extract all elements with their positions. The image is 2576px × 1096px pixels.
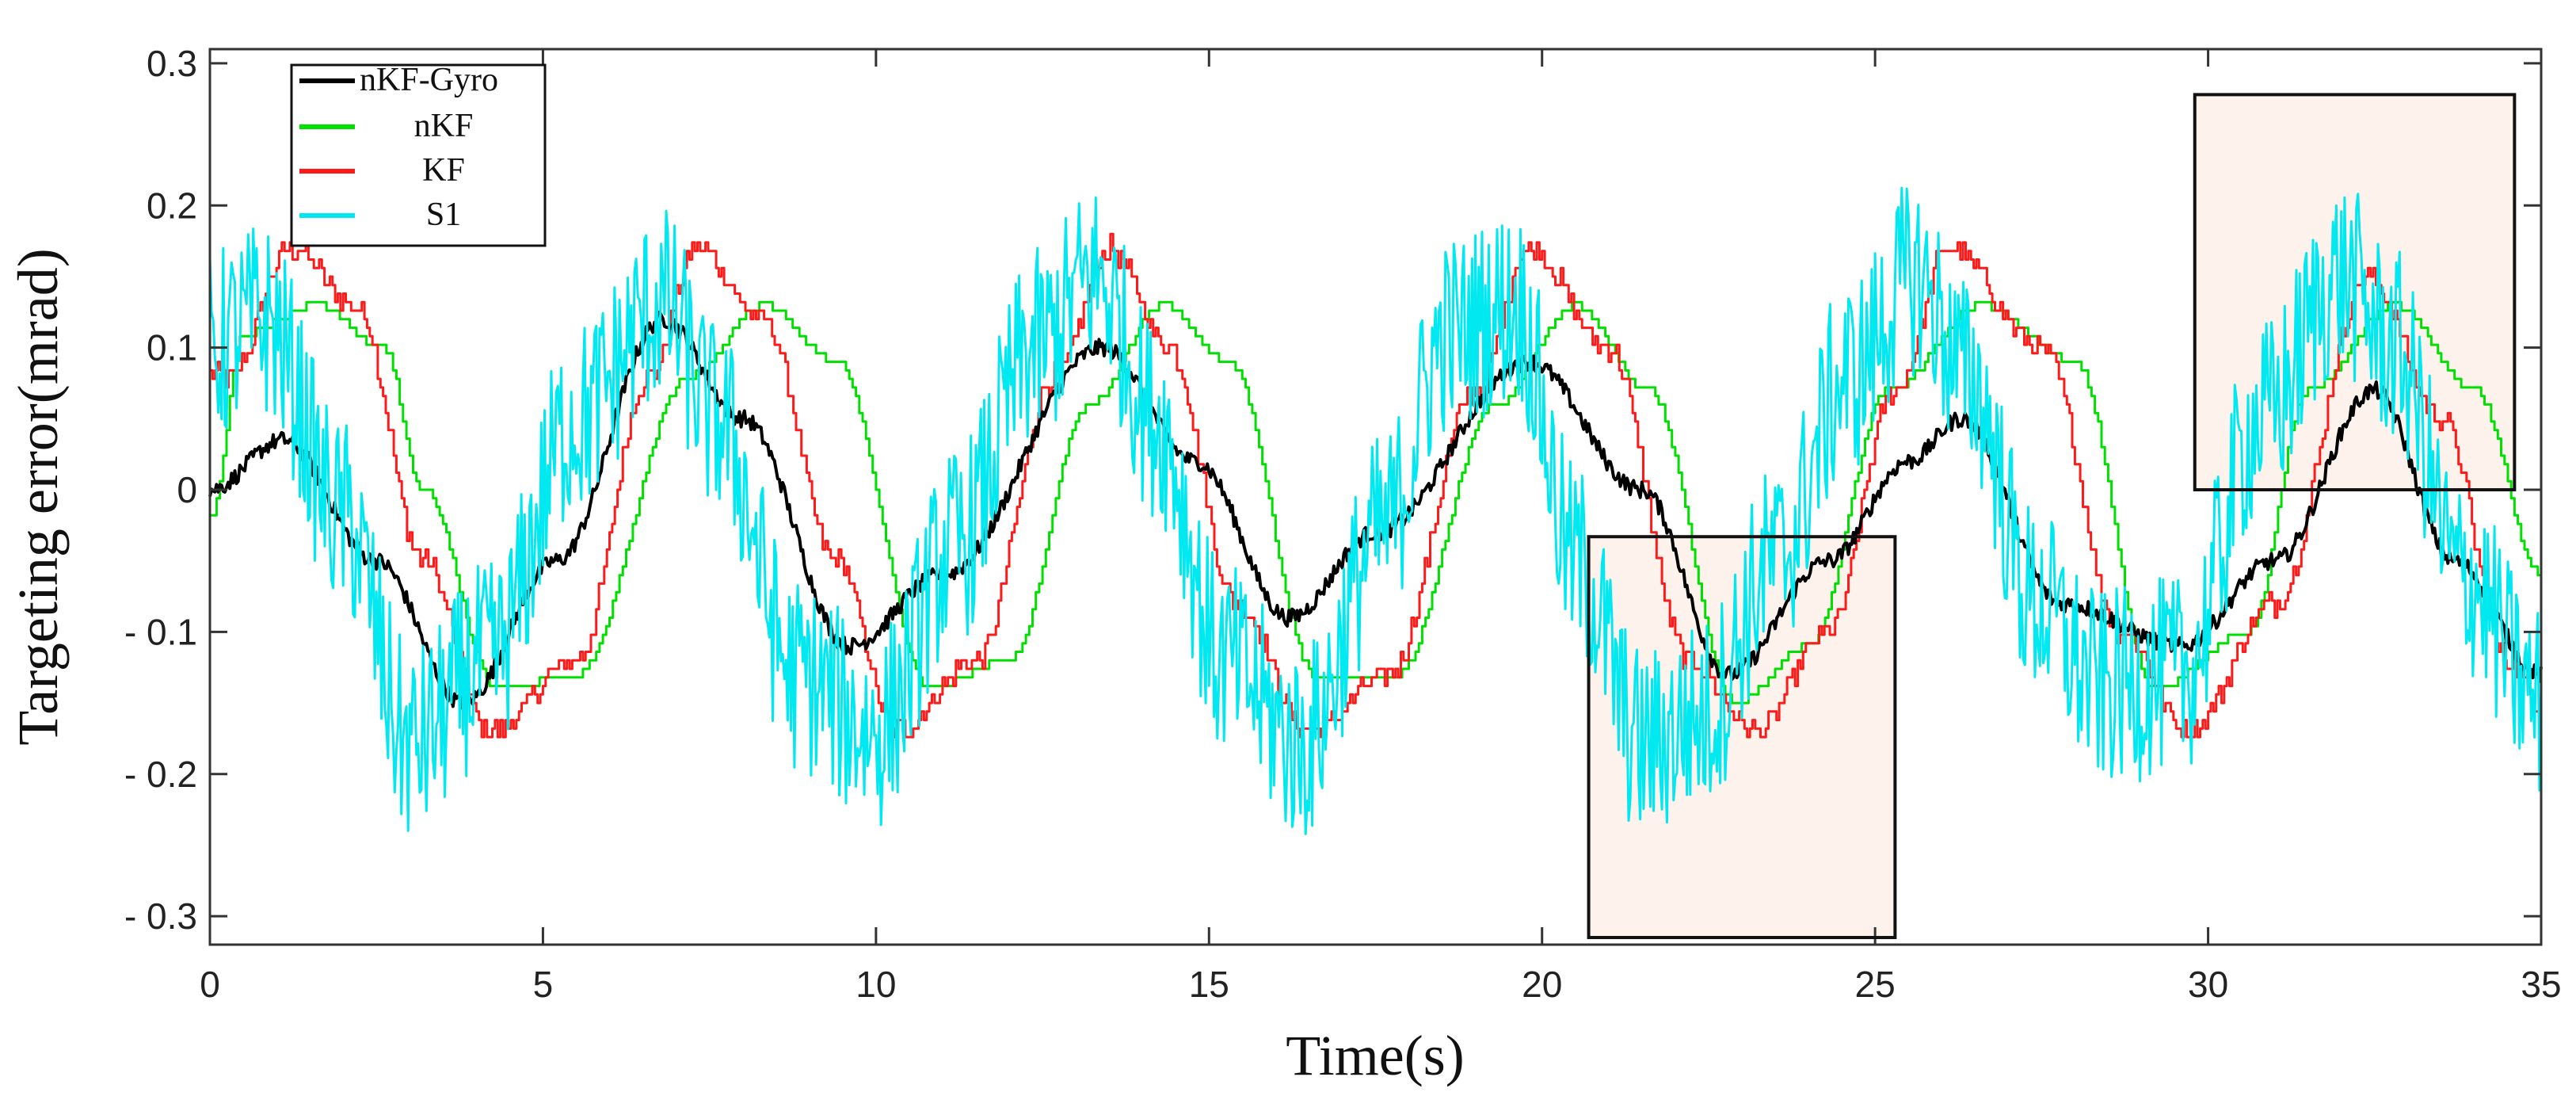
x-tick-label: 0 xyxy=(200,964,220,1005)
legend-label-s1: S1 xyxy=(426,197,461,233)
x-axis-label: Time(s) xyxy=(1286,1024,1464,1087)
x-tick-label: 35 xyxy=(2521,964,2561,1005)
x-tick-label: 10 xyxy=(855,964,896,1005)
y-axis-label: Targeting error(mrad) xyxy=(6,248,70,745)
series-lines xyxy=(208,186,2543,835)
y-tick-label: 0.3 xyxy=(147,43,197,84)
axes: 0 5 10 15 20 25 30 35 0.3 0.2 0.1 0 - 0.1 - 0.2 - 0.3 xyxy=(124,43,2562,1005)
legend: nKF-Gyro nKF KF S1 xyxy=(290,62,547,247)
y-tick-label: 0.1 xyxy=(147,327,197,369)
zoom-box-1-fill xyxy=(1588,537,1896,938)
x-tick-label: 25 xyxy=(1855,964,1896,1005)
zoom-box-1-outline xyxy=(1587,535,1897,940)
series-s1-line xyxy=(208,186,2543,835)
legend-label-nkf-gyro: nKF-Gyro xyxy=(360,62,498,98)
y-tick-label: - 0.3 xyxy=(124,896,197,937)
legend-label-kf: KF xyxy=(422,152,465,189)
x-tick-label: 5 xyxy=(533,964,554,1005)
x-tick-label: 15 xyxy=(1189,964,1229,1005)
y-tick-label: - 0.1 xyxy=(124,611,197,652)
series-kf-line xyxy=(210,232,2541,739)
legend-label-nkf: nKF xyxy=(414,108,474,144)
y-tick-label: 0 xyxy=(177,469,197,510)
highlight-boxes xyxy=(1588,94,2515,938)
plot-area-frame xyxy=(208,48,2543,946)
x-tick-label: 30 xyxy=(2188,964,2228,1005)
x-tick-label: 20 xyxy=(1522,964,1562,1005)
y-tick-label: - 0.2 xyxy=(124,754,197,795)
y-tick-label: 0.2 xyxy=(147,185,197,226)
zoom-box-2-outline xyxy=(2193,93,2517,492)
